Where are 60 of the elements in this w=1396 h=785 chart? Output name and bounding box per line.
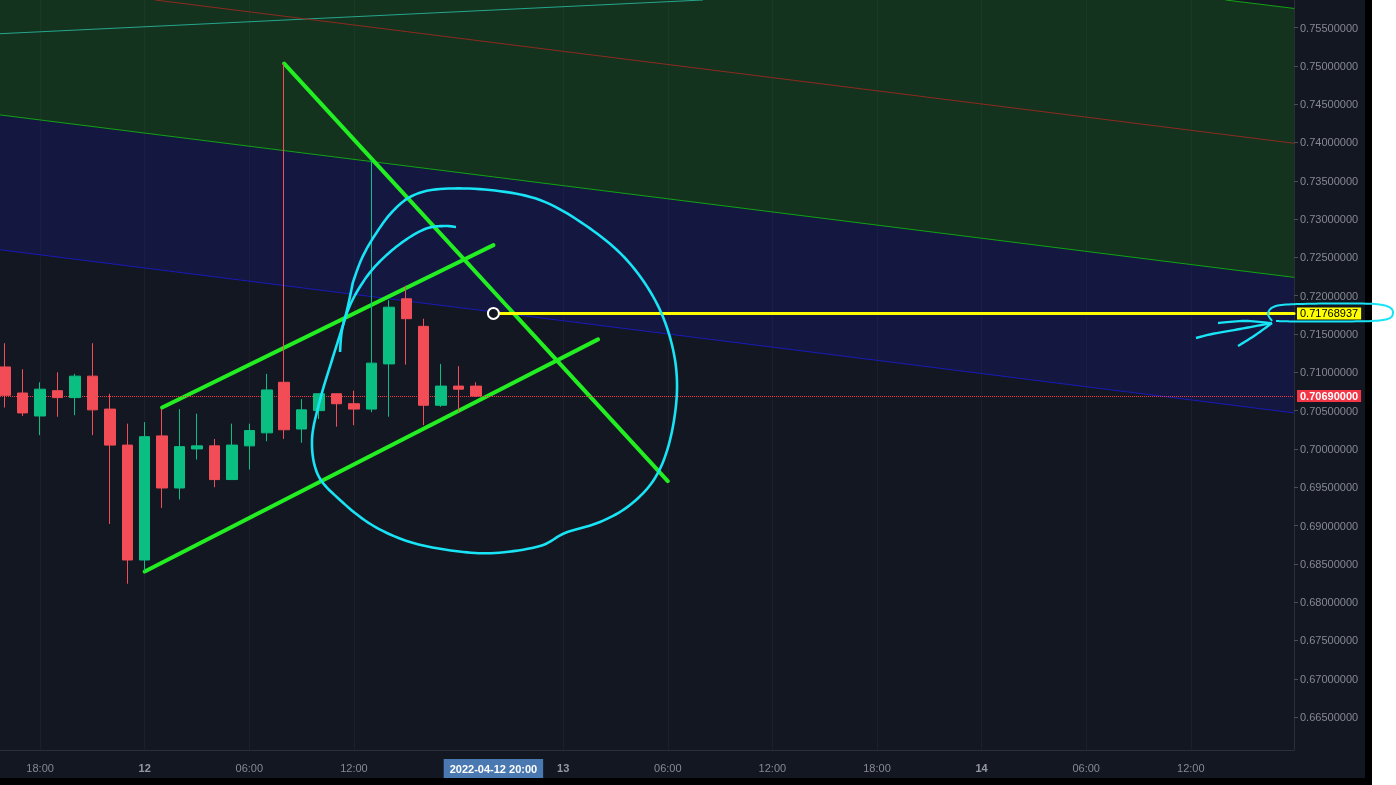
y-tick-label: 0.67000000 [1300, 672, 1359, 685]
candlestick [401, 285, 412, 366]
y-tick-label: 0.69000000 [1300, 519, 1359, 532]
x-tick-label: 12:00 [758, 761, 787, 774]
y-tick-label: 0.74000000 [1300, 136, 1359, 149]
candlestick [261, 373, 273, 442]
candlestick [244, 423, 255, 471]
candlestick [226, 423, 238, 481]
x-tick-label: 14 [975, 761, 989, 774]
x-tick-label: 12 [138, 761, 151, 774]
x-tick-label: 06:00 [1072, 761, 1100, 774]
y-tick-label: 0.68000000 [1300, 596, 1359, 609]
x-tick-label: 12:00 [1177, 761, 1205, 774]
y-tick-label: 0.73000000 [1300, 213, 1359, 226]
y-tick-label: 0.74500000 [1300, 98, 1359, 111]
candlestick [348, 390, 360, 426]
x-tick-label: 06:00 [654, 761, 682, 774]
y-tick-label: 0.67500000 [1300, 634, 1359, 647]
x-tick-label: 12:00 [340, 761, 368, 774]
candlestick [296, 398, 307, 444]
candlestick [209, 438, 220, 488]
x-tick-label: 18:00 [863, 761, 891, 774]
data-label: 0.71768937 [1300, 307, 1359, 320]
x-tick-label: 13 [557, 761, 570, 774]
candlestick [191, 413, 203, 461]
candlestick [435, 363, 447, 408]
y-tick-label: 0.69500000 [1300, 481, 1359, 494]
x-tick-label: 18:00 [26, 761, 54, 774]
candlestick [383, 299, 395, 418]
candlestick [278, 63, 290, 440]
candlestick [52, 371, 63, 418]
y-tick-label: 0.72000000 [1300, 289, 1359, 302]
candlestick [174, 408, 185, 500]
candlestick [104, 393, 116, 525]
text: 2022-04-12 20:00 [449, 763, 538, 775]
candlestick [0, 342, 11, 409]
y-tick-label: 0.73500000 [1300, 174, 1359, 187]
y-tick-label: 0.66500000 [1300, 711, 1359, 724]
y-tick-label: 0.71500000 [1300, 328, 1359, 341]
y-tick-label: 0.70500000 [1300, 404, 1359, 417]
ref-line-label: 0.70690000 [1300, 390, 1359, 403]
y-tick-label: 0.75500000 [1300, 21, 1359, 34]
candlestick [156, 408, 168, 509]
candlestick [69, 373, 81, 416]
candlestick [34, 381, 46, 436]
candlestick [17, 368, 28, 417]
candlestick [418, 318, 429, 426]
candlestick [331, 393, 342, 428]
candlestick [366, 159, 377, 413]
y-tick-label: 0.68500000 [1300, 557, 1359, 570]
candlestick [470, 381, 482, 398]
y-tick-label: 0.71000000 [1300, 366, 1359, 379]
y-tick-label: 0.70000000 [1300, 442, 1359, 455]
candlestick [139, 421, 150, 572]
candlestick [87, 342, 98, 436]
candlestick [453, 365, 464, 413]
x-tick-label: 06:00 [235, 761, 264, 774]
y-tick-label: 0.72500000 [1300, 251, 1359, 264]
candlestick [122, 423, 133, 585]
y-tick-label: 0.75000000 [1300, 59, 1359, 72]
